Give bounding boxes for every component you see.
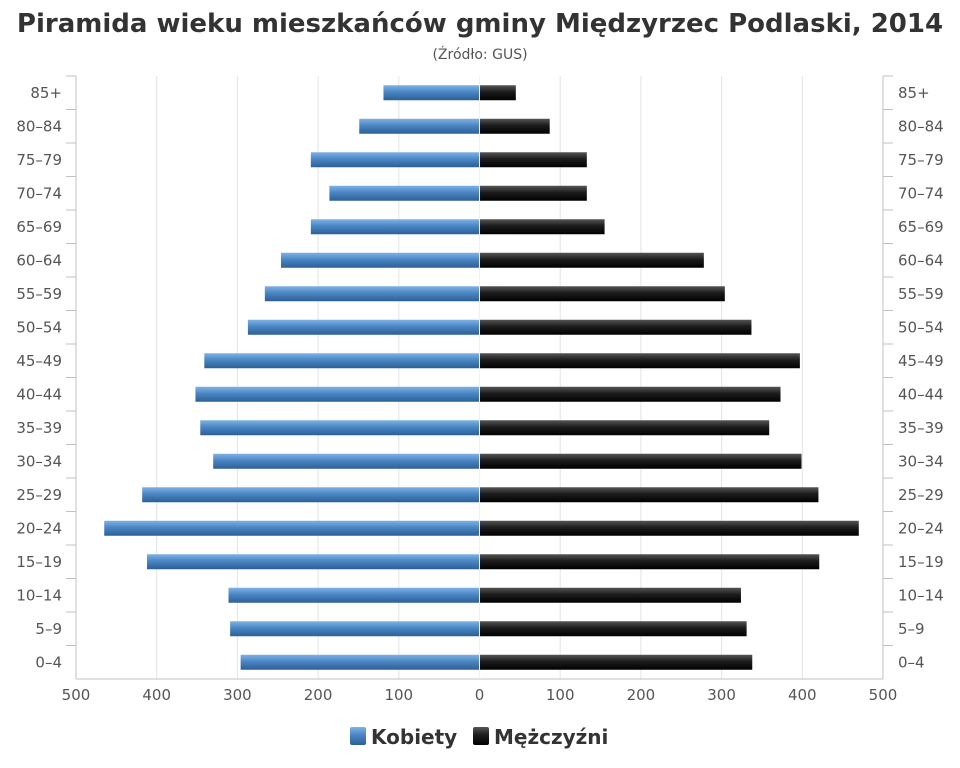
legend-item-mezczyzni[interactable]: Mężczyźni (473, 725, 608, 749)
bar-kobiety-2 (310, 152, 479, 168)
category-label-right: 0–4 (898, 653, 925, 671)
bar-mezczyzni-13 (480, 520, 859, 536)
category-label-left: 20–24 (16, 519, 62, 537)
bar-mezczyzni-5 (480, 252, 704, 268)
x-tick-labels: 500 400 300 200 100 0 100 200 300 400 500 (62, 686, 898, 704)
x-tick-label: 400 (142, 686, 171, 704)
category-label-right: 50–54 (898, 318, 944, 336)
bar-kobiety-13 (104, 520, 480, 536)
bar-kobiety-12 (142, 487, 479, 503)
category-label-right: 80–84 (898, 117, 944, 135)
category-label-right: 25–29 (898, 486, 944, 504)
bar-kobiety-16 (230, 621, 479, 637)
category-label-left: 70–74 (16, 184, 62, 202)
bar-kobiety-1 (359, 118, 479, 134)
bar-mezczyzni-8 (480, 353, 800, 369)
bar-kobiety-0 (383, 85, 479, 101)
category-label-left: 50–54 (16, 318, 62, 336)
legend-swatch (473, 727, 489, 745)
bar-kobiety-3 (329, 185, 479, 201)
bar-kobiety-11 (213, 453, 479, 469)
category-label-right: 55–59 (898, 285, 944, 303)
category-label-left: 35–39 (16, 419, 62, 437)
category-label-right: 70–74 (898, 184, 944, 202)
bar-kobiety-14 (147, 554, 480, 570)
category-label-left: 0–4 (35, 653, 62, 671)
x-tick-label: 0 (475, 686, 485, 704)
legend-label: Mężczyźni (494, 725, 608, 749)
x-tick-label: 400 (788, 686, 817, 704)
category-label-left: 55–59 (16, 285, 62, 303)
bar-kobiety-8 (204, 353, 480, 369)
category-label-left: 80–84 (16, 117, 62, 135)
x-tick-label: 300 (223, 686, 252, 704)
category-label-right: 40–44 (898, 385, 944, 403)
category-labels: 85+ 85+ 80–84 80–84 75–79 75–79 70–74 70–74 65–6… (16, 84, 943, 672)
category-label-left: 5–9 (35, 620, 62, 638)
bar-mezczyzni-7 (480, 319, 752, 335)
x-tick-label: 500 (869, 686, 898, 704)
category-label-right: 45–49 (898, 352, 944, 370)
x-tick-label: 200 (304, 686, 333, 704)
legend[interactable]: Kobiety Mężczyźni (350, 725, 608, 749)
category-label-right: 65–69 (898, 218, 944, 236)
category-label-right: 60–64 (898, 251, 944, 269)
x-tick-label: 100 (384, 686, 413, 704)
bar-mezczyzni-10 (480, 420, 770, 436)
chart-subtitle: (Źródło: GUS) (432, 45, 527, 63)
bar-mezczyzni-4 (480, 219, 605, 235)
bar-kobiety-17 (240, 654, 479, 670)
x-tick-label: 200 (627, 686, 656, 704)
bar-kobiety-15 (228, 587, 479, 603)
category-label-right: 20–24 (898, 519, 944, 537)
category-label-right: 15–19 (898, 553, 944, 571)
bar-mezczyzni-15 (480, 587, 741, 603)
category-label-left: 15–19 (16, 553, 62, 571)
bar-mezczyzni-6 (480, 286, 725, 302)
category-label-left: 30–34 (16, 452, 62, 470)
bar-kobiety-4 (310, 219, 479, 235)
bar-kobiety-6 (264, 286, 479, 302)
legend-item-kobiety[interactable]: Kobiety (350, 725, 457, 749)
category-label-left: 60–64 (16, 251, 62, 269)
bar-mezczyzni-2 (480, 152, 587, 168)
bar-mezczyzni-0 (480, 85, 516, 101)
category-label-left: 40–44 (16, 385, 62, 403)
bar-kobiety-7 (247, 319, 479, 335)
x-tick-label: 500 (62, 686, 91, 704)
category-label-left: 45–49 (16, 352, 62, 370)
bar-mezczyzni-11 (480, 453, 802, 469)
x-tick-label: 100 (546, 686, 575, 704)
bar-kobiety-5 (280, 252, 479, 268)
category-label-left: 25–29 (16, 486, 62, 504)
category-label-right: 5–9 (898, 620, 925, 638)
category-label-right: 10–14 (898, 586, 944, 604)
x-tick-label: 300 (707, 686, 736, 704)
bar-mezczyzni-17 (480, 654, 753, 670)
category-label-right: 75–79 (898, 151, 944, 169)
bars (104, 85, 859, 670)
category-label-left: 85+ (30, 84, 62, 102)
bar-mezczyzni-12 (480, 487, 819, 503)
bar-mezczyzni-1 (480, 118, 550, 134)
bar-mezczyzni-16 (480, 621, 747, 637)
category-label-left: 10–14 (16, 586, 62, 604)
bar-mezczyzni-3 (480, 185, 587, 201)
category-label-left: 75–79 (16, 151, 62, 169)
bar-kobiety-10 (200, 420, 479, 436)
category-label-right: 85+ (898, 84, 930, 102)
legend-label: Kobiety (371, 725, 457, 749)
chart-title: Piramida wieku mieszkańców gminy Międzyr… (17, 9, 943, 39)
bar-mezczyzni-14 (480, 554, 820, 570)
category-label-right: 30–34 (898, 452, 944, 470)
bar-mezczyzni-9 (480, 386, 781, 402)
category-label-right: 35–39 (898, 419, 944, 437)
category-label-left: 65–69 (16, 218, 62, 236)
bar-kobiety-9 (195, 386, 479, 402)
axes (66, 75, 893, 680)
legend-swatch (350, 727, 366, 745)
